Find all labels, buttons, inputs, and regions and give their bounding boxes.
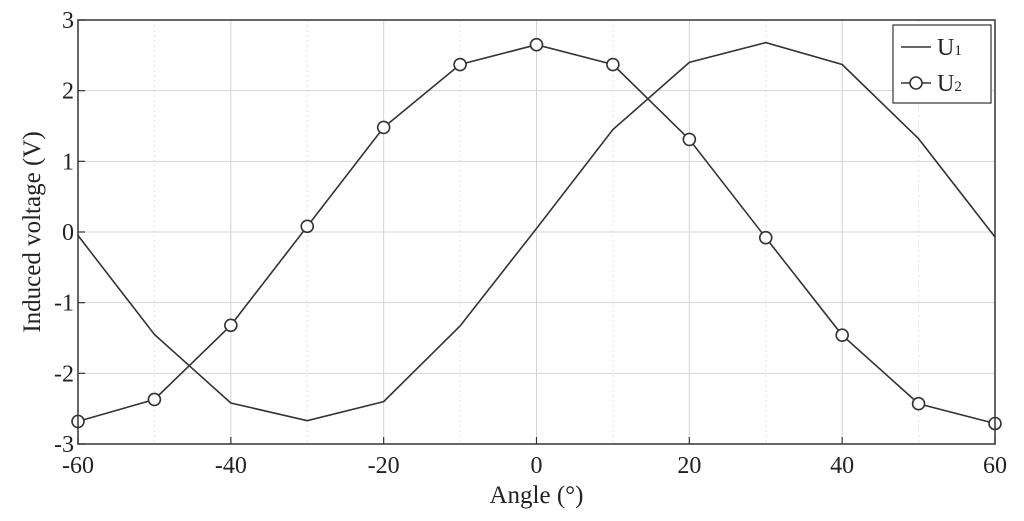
y-axis-title: Induced voltage (V) (19, 131, 46, 332)
legend-label-main: U (937, 35, 954, 61)
legend-label-subscript: 2 (954, 79, 962, 95)
legend-label-subscript: 1 (954, 43, 962, 59)
data-point-U2 (835, 328, 849, 342)
data-point-U2 (300, 219, 315, 234)
data-point-U2 (606, 57, 620, 72)
x-tick-label: -40 (215, 453, 247, 479)
series-U2 (71, 37, 1002, 431)
y-tick-label: -1 (54, 291, 74, 317)
tick-labels: -60 -40 -20 0 20 40 60 -3 -2 -1 0 1 2 3 (54, 8, 1007, 479)
y-tick-label: 2 (62, 79, 74, 105)
data-point-U2 (376, 120, 391, 135)
x-tick-label: 60 (983, 453, 1007, 479)
x-tick-label: 0 (531, 453, 543, 479)
data-point-U2 (911, 396, 926, 411)
series-line-U1 (77, 41, 996, 422)
series-layer (71, 37, 1002, 431)
data-point-U2 (682, 132, 697, 147)
x-axis-title: Angle (°) (490, 482, 584, 509)
legend-label: U1 (937, 35, 962, 61)
x-tick-label: -20 (368, 453, 400, 479)
x-tick-label: 40 (830, 453, 854, 479)
legend-label: U2 (937, 71, 962, 97)
y-tick-label: 0 (62, 220, 74, 246)
x-tick-label: 20 (677, 453, 701, 479)
legend-label-main: U (937, 71, 954, 97)
legend-swatch-marker (909, 76, 923, 90)
y-tick-label: -3 (54, 432, 74, 458)
y-tick-label: 3 (62, 8, 74, 34)
data-point-U2 (147, 392, 162, 407)
data-point-U2 (758, 230, 773, 245)
data-point-U2 (529, 37, 544, 52)
x-tick-label: -60 (62, 453, 94, 479)
legend-box (892, 24, 992, 104)
data-point-U2 (224, 318, 238, 333)
y-tick-label: -2 (54, 361, 74, 387)
data-point-U2 (453, 57, 467, 72)
series-U1 (77, 41, 996, 422)
grid (78, 20, 995, 444)
y-tick-label: 1 (62, 149, 74, 175)
